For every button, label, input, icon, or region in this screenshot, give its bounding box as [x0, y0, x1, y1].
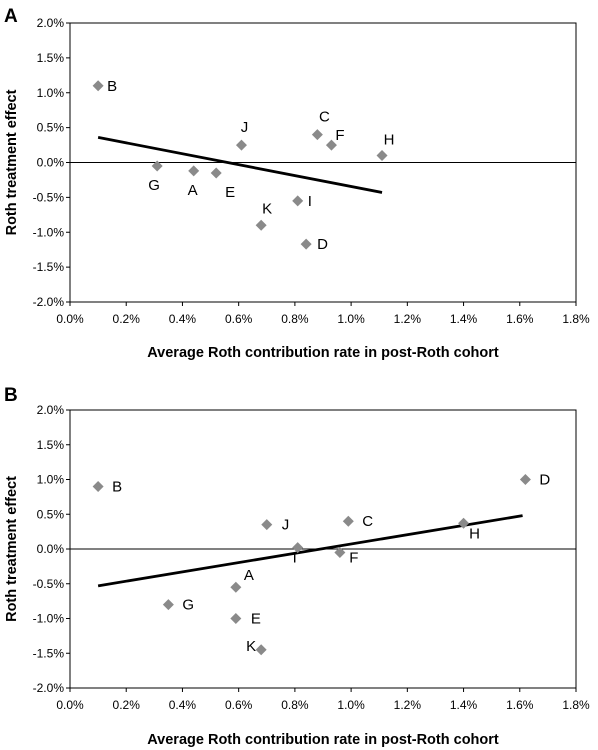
point-label-f: F	[335, 127, 344, 144]
point-label-b: B	[112, 478, 122, 495]
data-point-h	[376, 150, 388, 162]
point-label-k: K	[246, 638, 256, 655]
y-tick-label: 0.0%	[37, 542, 65, 556]
y-tick-label: -1.0%	[33, 225, 65, 239]
y-tick-label: 0.5%	[37, 507, 65, 521]
y-tick-label: 0.0%	[37, 156, 65, 170]
x-tick-label: 0.0%	[56, 312, 84, 326]
y-tick-label: -1.5%	[33, 260, 65, 274]
x-tick-label: 1.8%	[562, 312, 590, 326]
point-label-k: K	[262, 200, 272, 217]
panel-label-a: A	[4, 6, 18, 27]
data-point-f	[325, 139, 337, 151]
trend-line	[97, 136, 383, 194]
data-point-j	[261, 519, 273, 531]
x-tick-label: 1.6%	[506, 312, 534, 326]
panel-label-b: B	[4, 385, 18, 406]
point-label-c: C	[319, 109, 330, 126]
data-point-k	[255, 219, 267, 231]
y-axis-title: Roth treatment effect	[4, 89, 20, 235]
y-tick-label: -1.0%	[33, 612, 65, 626]
x-tick-label: 0.2%	[113, 698, 141, 712]
x-tick-label: 1.2%	[394, 698, 422, 712]
point-label-a: A	[244, 567, 254, 584]
x-tick-label: 0.8%	[281, 312, 309, 326]
x-tick-label: 1.2%	[394, 312, 422, 326]
data-point-e	[230, 613, 242, 624]
data-point-c	[311, 129, 323, 141]
data-point-a	[230, 581, 242, 593]
x-tick-label: 1.8%	[562, 698, 590, 712]
y-axis-title: Roth treatment effect	[4, 476, 20, 622]
chart-panel-b: B -2.0% -1.5% -1.0% -0.5% 0.0% 0.5% 1.0% 1.5% 2.0…	[4, 385, 590, 748]
data-point-a	[188, 165, 200, 177]
x-tick-label: 1.4%	[450, 312, 478, 326]
data-point-g	[162, 599, 174, 611]
x-tick-label: 0.6%	[225, 698, 253, 712]
x-tick-label: 0.4%	[169, 698, 197, 712]
chart-panel-a: A -2.0% -1.5% -1.0% -0.5% 0.0% 0.5% 1.0% 1.5% 2.0…	[4, 6, 590, 361]
point-label-g: G	[148, 177, 160, 194]
y-tick-label: 1.0%	[37, 86, 65, 100]
data-point-i	[292, 195, 304, 207]
x-tick-label: 1.6%	[506, 698, 534, 712]
point-label-d: D	[317, 236, 328, 253]
data-point-k	[255, 644, 267, 656]
data-point-e	[210, 167, 222, 179]
data-point-f	[334, 546, 346, 558]
point-label-g: G	[182, 597, 194, 614]
y-tick-label: -0.5%	[33, 577, 65, 591]
x-tick-label: 0.0%	[56, 698, 84, 712]
point-label-h: H	[469, 525, 480, 542]
point-label-e: E	[225, 184, 235, 201]
y-tick-label: -2.0%	[33, 681, 65, 695]
x-tick-label: 0.8%	[281, 698, 309, 712]
point-label-h: H	[384, 132, 395, 149]
point-label-c: C	[362, 513, 373, 530]
x-axis-title: Average Roth contribution rate in post-R…	[147, 345, 499, 361]
y-tick-label: 1.0%	[37, 473, 65, 487]
data-point-b	[92, 80, 104, 92]
point-label-d: D	[539, 472, 550, 489]
data-point-d	[300, 238, 312, 250]
data-point-j	[235, 139, 247, 151]
y-tick-label: 0.5%	[37, 121, 65, 135]
data-point-i	[292, 542, 304, 554]
point-label-i: I	[308, 193, 312, 210]
data-point-g	[151, 160, 163, 172]
y-tick-label: 2.0%	[37, 16, 65, 30]
data-point-c	[342, 515, 354, 527]
y-tick-label: -0.5%	[33, 190, 65, 204]
x-tick-label: 0.2%	[113, 312, 141, 326]
point-label-a: A	[188, 182, 198, 199]
data-point-h	[458, 517, 470, 529]
y-tick-label: 1.5%	[37, 438, 65, 452]
x-tick-label: 1.0%	[337, 312, 365, 326]
x-tick-label: 0.6%	[225, 312, 253, 326]
trend-line	[97, 514, 523, 588]
x-axis-title: Average Roth contribution rate in post-R…	[147, 732, 499, 748]
point-label-j: J	[241, 119, 249, 136]
data-point-d	[519, 474, 531, 485]
data-point-b	[92, 480, 104, 492]
y-tick-label: -2.0%	[33, 295, 65, 309]
point-label-b: B	[107, 78, 117, 95]
y-tick-label: -1.5%	[33, 646, 65, 660]
x-tick-label: 1.4%	[450, 698, 478, 712]
x-tick-label: 0.4%	[169, 312, 197, 326]
point-label-i: I	[293, 550, 297, 567]
point-label-j: J	[282, 517, 290, 534]
x-tick-label: 1.0%	[337, 698, 365, 712]
y-tick-label: 2.0%	[37, 403, 65, 417]
y-tick-label: 1.5%	[37, 51, 65, 65]
point-label-f: F	[349, 549, 358, 566]
point-label-e: E	[251, 611, 261, 628]
